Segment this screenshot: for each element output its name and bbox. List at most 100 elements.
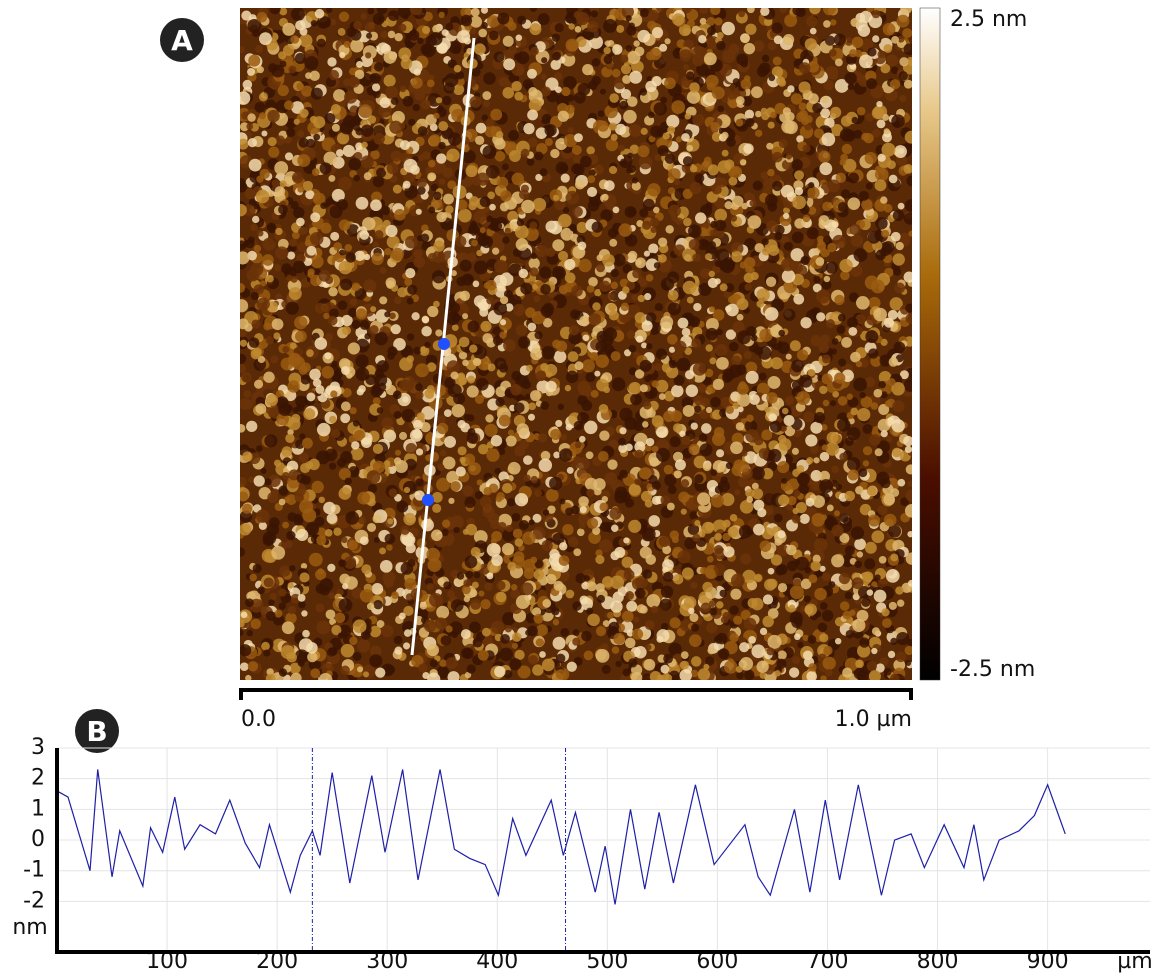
grain [626, 15, 632, 21]
grain [411, 77, 423, 89]
grain [326, 609, 336, 619]
grain [808, 635, 817, 644]
grain [562, 524, 573, 535]
grain [461, 629, 471, 639]
grain [330, 205, 343, 218]
grain [905, 131, 918, 144]
grain [459, 337, 470, 348]
grain [796, 465, 804, 473]
grain [648, 515, 660, 527]
grain [786, 545, 797, 556]
grain [800, 514, 810, 524]
grain [871, 279, 885, 293]
grain [874, 574, 880, 580]
grain [689, 82, 699, 92]
grain [855, 486, 863, 494]
grain [525, 630, 531, 636]
grain [471, 8, 480, 17]
grain [339, 598, 353, 612]
grain [619, 101, 628, 110]
grain [709, 271, 715, 277]
grain [262, 254, 274, 266]
grain [279, 602, 287, 610]
grain [421, 519, 434, 532]
grain [259, 522, 267, 530]
grain [468, 321, 480, 333]
grain [639, 156, 653, 170]
grain [807, 227, 819, 239]
grain [421, 326, 431, 336]
grain [848, 83, 855, 90]
grain [692, 253, 700, 261]
grain [893, 268, 901, 276]
grain [798, 81, 810, 93]
grain [702, 522, 714, 534]
grain [367, 8, 374, 15]
grain [528, 403, 536, 411]
grain [822, 202, 832, 212]
grain [555, 420, 562, 427]
grain [854, 668, 866, 680]
grain [558, 251, 568, 261]
grain [448, 384, 462, 398]
grain [502, 483, 512, 493]
grain [822, 354, 831, 363]
grain [663, 132, 670, 139]
grain [296, 83, 304, 91]
grain [621, 303, 629, 311]
grain [845, 546, 855, 556]
grain [274, 610, 282, 618]
grain [293, 261, 306, 274]
grain [840, 128, 853, 141]
grain [656, 426, 668, 438]
grain [714, 17, 722, 25]
grain [287, 380, 299, 392]
grain [263, 372, 274, 383]
grain [691, 422, 698, 429]
grain [872, 10, 880, 18]
grain [497, 13, 509, 25]
grain [722, 150, 729, 157]
grain [542, 659, 555, 672]
grain [848, 469, 859, 480]
grain [762, 238, 769, 245]
grain [730, 589, 741, 600]
grain [469, 621, 481, 633]
grain [736, 54, 748, 66]
grain [404, 578, 416, 590]
grain [447, 360, 460, 373]
grain [565, 590, 574, 599]
grain [561, 87, 570, 96]
grain [545, 381, 556, 392]
grain [835, 638, 841, 644]
grain [848, 173, 859, 184]
grain [908, 231, 914, 237]
grain [896, 632, 909, 645]
grain [591, 390, 599, 398]
grain [508, 130, 519, 141]
grain [886, 436, 892, 442]
grain [751, 466, 764, 479]
grain [572, 145, 582, 155]
grain [405, 268, 415, 278]
grain [638, 295, 645, 302]
grain [623, 110, 637, 124]
grain [607, 293, 614, 300]
grain [791, 93, 802, 104]
grain [889, 357, 899, 367]
grain [724, 201, 732, 209]
grain [381, 417, 393, 429]
grain [791, 360, 804, 373]
grain [325, 276, 333, 284]
grain [778, 495, 789, 506]
grain [525, 394, 531, 400]
grain [471, 547, 481, 557]
grain [318, 568, 324, 574]
grain [772, 181, 782, 191]
grain [384, 248, 391, 255]
grain [645, 644, 651, 650]
grain [567, 467, 574, 474]
grain [740, 159, 746, 165]
grain [543, 509, 549, 515]
grain [452, 404, 465, 417]
